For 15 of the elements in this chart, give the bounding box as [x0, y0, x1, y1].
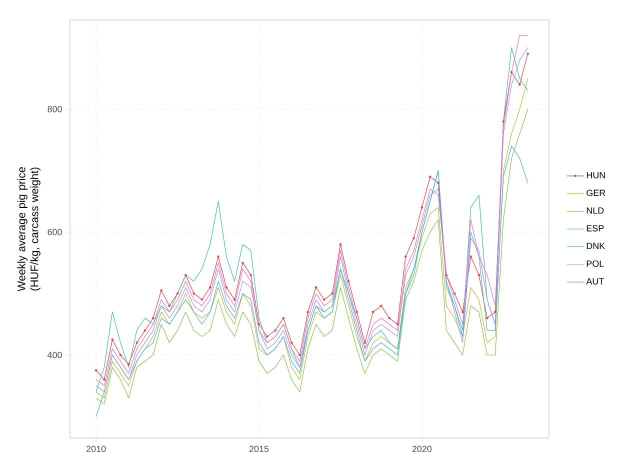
legend-label: NLD [586, 207, 604, 214]
legend-label: GER [586, 190, 606, 196]
legend-label: AUT [586, 278, 604, 284]
y-axis-title: Weekly average pig price (HUF/kg, carcass weight) [17, 167, 40, 292]
y-tick-label: 800 [48, 106, 62, 112]
x-tick-label: 2010 [86, 446, 106, 452]
legend-label: POL [586, 260, 604, 267]
legend-label: ESP [586, 225, 604, 232]
y-tick-label: 600 [48, 228, 62, 236]
line-series [96, 146, 528, 417]
legend-label: HUN [586, 172, 605, 178]
y-tick-label: 400 [47, 352, 62, 358]
x-tick-label: 2020 [412, 446, 432, 452]
x-tick-label: 2015 [249, 446, 269, 452]
legend-label: DNK [586, 242, 605, 250]
